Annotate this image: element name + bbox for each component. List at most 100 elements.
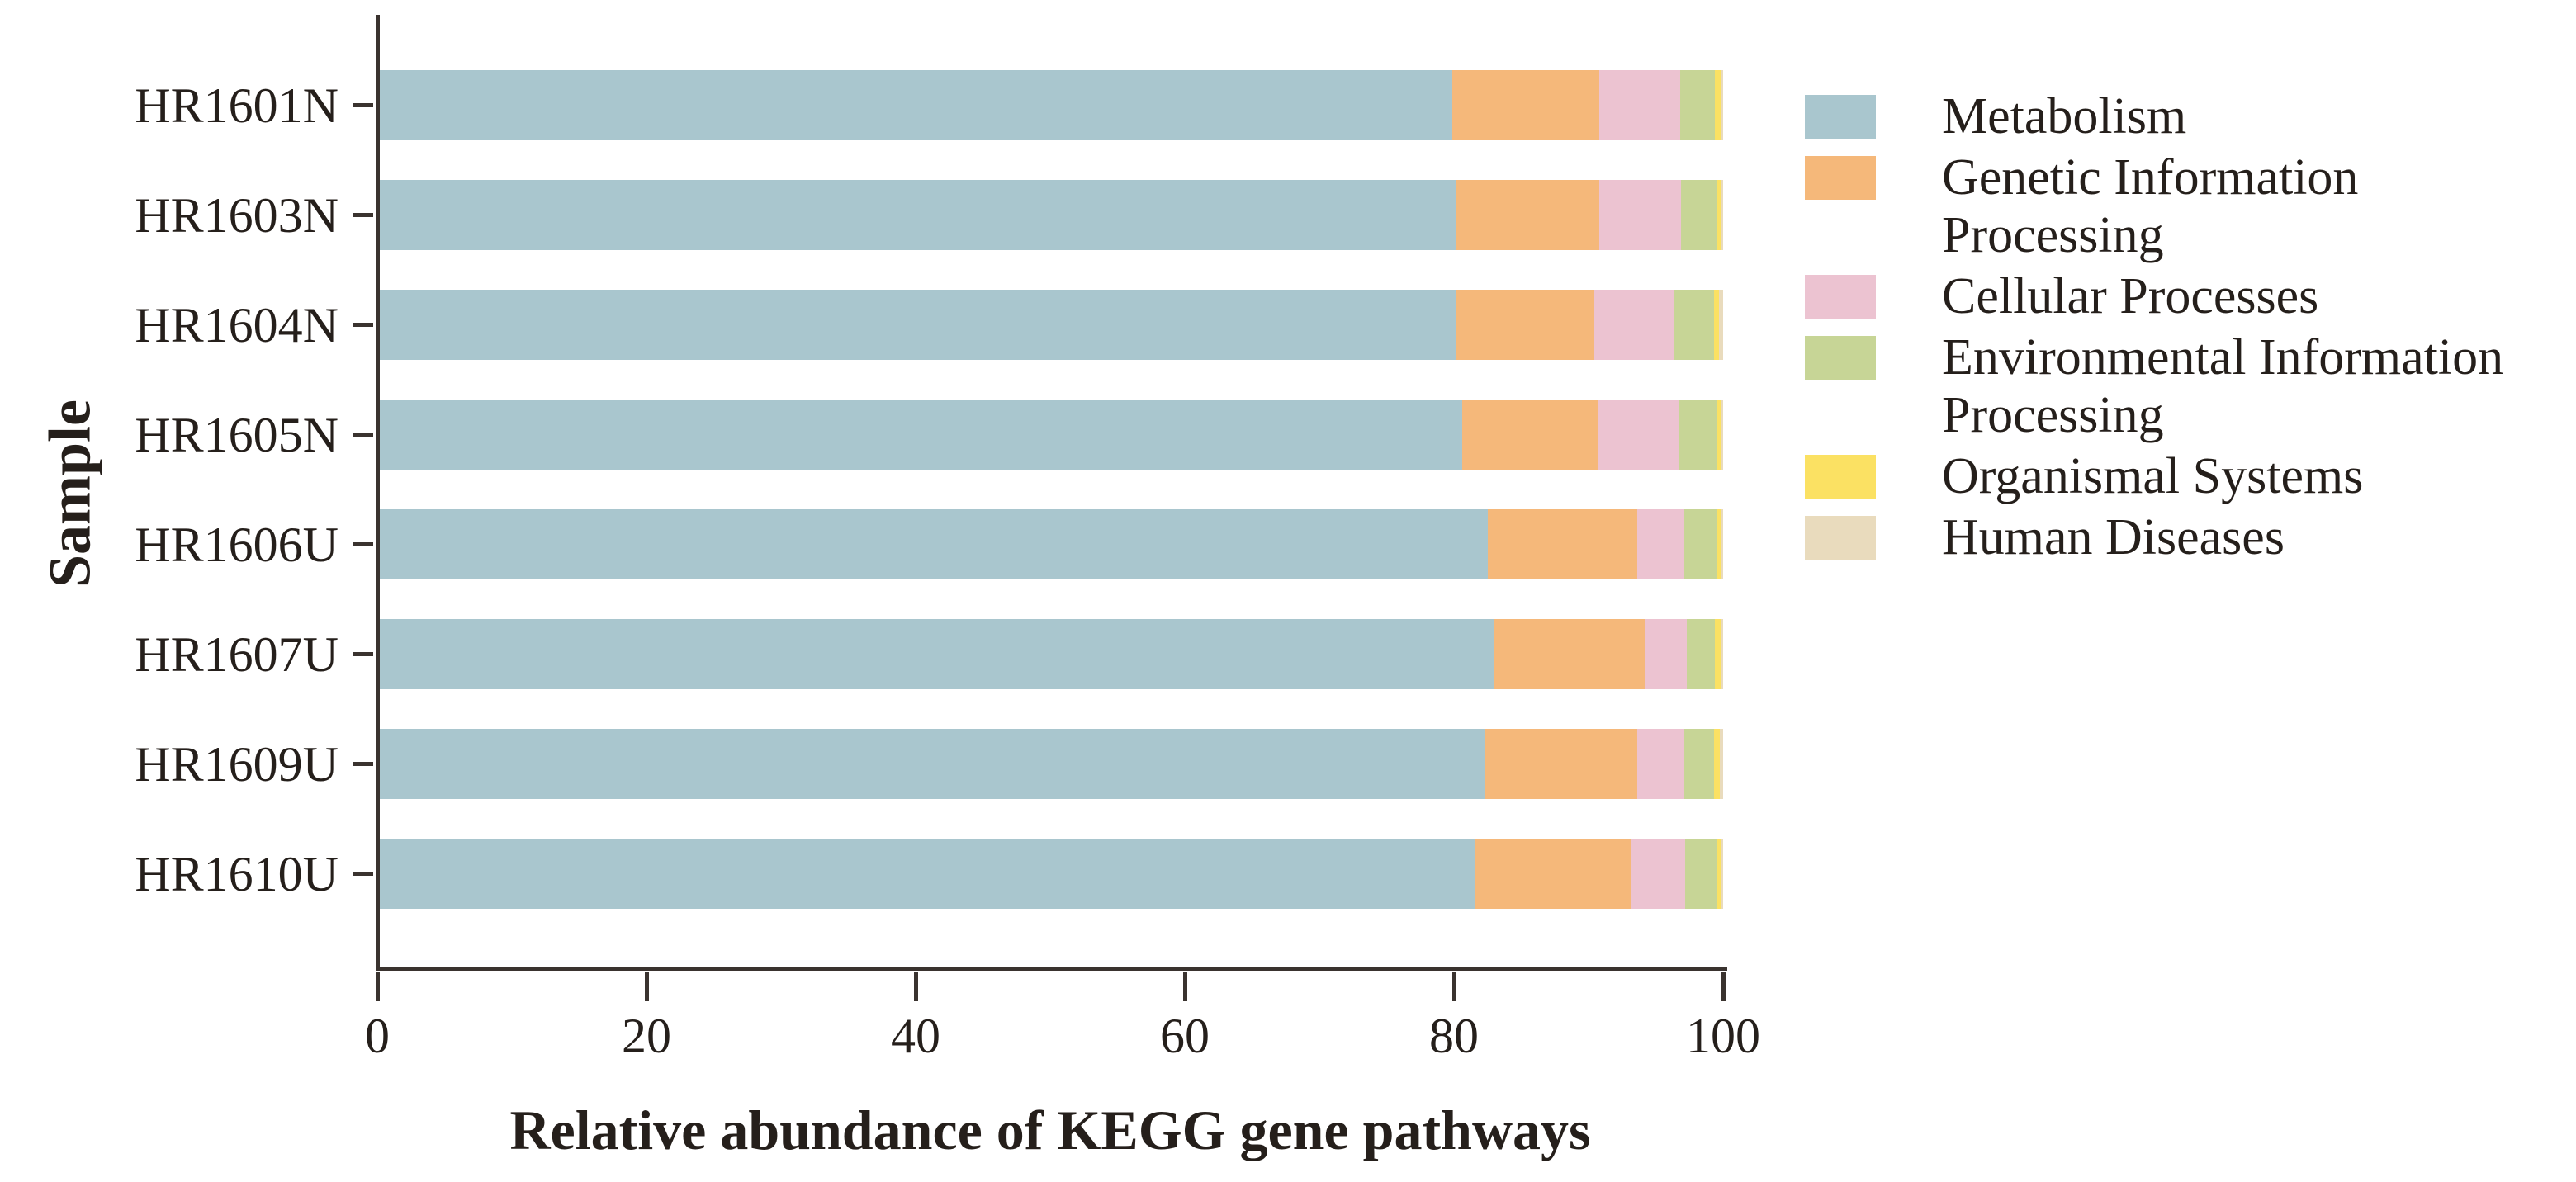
x-axis-title: Relative abundance of KEGG gene pathways <box>509 1099 1591 1161</box>
bar-segment-organismal-systems <box>1717 839 1722 909</box>
legend-item-organismal-systems: Organismal Systems <box>1805 447 2576 505</box>
bar-segment-genetic-information-processing <box>1461 400 1598 470</box>
y-tick-label: HR1605N <box>135 407 339 462</box>
bar-segment-metabolism <box>377 180 1456 250</box>
bar-segment-environmental-information-processing <box>1683 729 1714 799</box>
legend-item-cellular-processes: Cellular Processes <box>1805 267 2576 325</box>
legend-label: Organismal Systems <box>1942 448 2364 504</box>
bar-segment-environmental-information-processing <box>1679 70 1716 140</box>
bar-segment-organismal-systems <box>1715 619 1721 689</box>
bar-segment-metabolism <box>377 290 1457 360</box>
bar-segment-cellular-processes <box>1593 290 1675 360</box>
legend-swatch <box>1805 95 1876 139</box>
bar-segment-metabolism <box>377 619 1494 689</box>
bar-segment-cellular-processes <box>1630 839 1686 909</box>
x-tick-label: 100 <box>1686 1009 1760 1063</box>
legend-label: Human Diseases <box>1942 509 2285 565</box>
legend-item-metabolism: Metabolism <box>1805 87 2576 145</box>
y-tick-label: HR1604N <box>135 297 339 352</box>
x-tick-label: 40 <box>891 1009 940 1063</box>
legend: Metabolism Genetic Information Processing… <box>1805 87 2576 570</box>
bar-segment-genetic-information-processing <box>1455 180 1600 250</box>
bar-segment-cellular-processes <box>1636 509 1684 579</box>
bar-segment-organismal-systems <box>1713 290 1720 360</box>
bar-segment-organismal-systems <box>1717 180 1722 250</box>
y-tick-label: HR1609U <box>135 736 339 792</box>
x-tick <box>913 972 918 1001</box>
bar-segment-cellular-processes <box>1598 400 1679 470</box>
y-tick <box>353 762 373 766</box>
legend-label: Genetic Information Processing <box>1942 149 2359 263</box>
legend-swatch <box>1805 516 1876 560</box>
bar-segment-cellular-processes <box>1599 70 1680 140</box>
y-tick <box>353 213 373 217</box>
bar-segment-genetic-information-processing <box>1487 509 1637 579</box>
legend-label: Cellular Processes <box>1942 268 2319 324</box>
bar-segment-metabolism <box>377 839 1476 909</box>
bar-segment-metabolism <box>377 70 1453 140</box>
legend-item-environmental-information-processing: Environmental Information Processing <box>1805 329 2576 444</box>
x-tick-label: 60 <box>1160 1009 1210 1063</box>
bar-segment-metabolism <box>377 729 1485 799</box>
bar-row-hr1603n <box>377 180 1723 250</box>
bar-segment-environmental-information-processing <box>1679 400 1718 470</box>
bar-segment-organismal-systems <box>1717 509 1722 579</box>
y-tick-label: HR1603N <box>135 187 339 243</box>
legend-item-genetic-information-processing: Genetic Information Processing <box>1805 149 2576 264</box>
bar-segment-genetic-information-processing <box>1456 290 1594 360</box>
x-tick <box>375 972 380 1001</box>
x-tick-label: 20 <box>622 1009 671 1063</box>
y-tick-label: HR1610U <box>135 846 339 901</box>
bar-segment-cellular-processes <box>1645 619 1687 689</box>
bar-segment-human-diseases <box>1719 290 1723 360</box>
y-tick <box>353 103 373 107</box>
y-tick-label: HR1607U <box>135 626 339 682</box>
bar-segment-human-diseases <box>1721 839 1723 909</box>
bar-segment-cellular-processes <box>1636 729 1684 799</box>
bar-segment-metabolism <box>377 509 1488 579</box>
plot-area <box>353 17 1726 1001</box>
y-tick <box>353 433 373 437</box>
bar-segment-genetic-information-processing <box>1452 70 1600 140</box>
bar-segment-organismal-systems <box>1717 400 1722 470</box>
x-tick <box>1451 972 1456 1001</box>
bar-segment-human-diseases <box>1721 509 1723 579</box>
legend-label: Environmental Information Processing <box>1942 329 2504 443</box>
bar-segment-cellular-processes <box>1599 180 1682 250</box>
y-axis-line <box>376 15 380 971</box>
legend-swatch <box>1805 156 1876 200</box>
bar-segment-environmental-information-processing <box>1683 509 1718 579</box>
bar-row-hr1609u <box>377 729 1723 799</box>
x-tick <box>644 972 649 1001</box>
legend-swatch <box>1805 336 1876 380</box>
y-tick <box>353 323 373 327</box>
bar-row-hr1606u <box>377 509 1723 579</box>
bar-row-hr1601n <box>377 70 1723 140</box>
bar-row-hr1610u <box>377 839 1723 909</box>
y-tick <box>353 872 373 876</box>
bar-segment-environmental-information-processing <box>1681 180 1718 250</box>
bar-row-hr1605n <box>377 400 1723 470</box>
x-tick <box>1182 972 1187 1001</box>
bar-segment-human-diseases <box>1721 70 1723 140</box>
x-axis-line <box>376 967 1727 971</box>
bar-row-hr1607u <box>377 619 1723 689</box>
x-tick-label: 0 <box>365 1009 390 1063</box>
y-tick <box>353 652 373 656</box>
bar-segment-organismal-systems <box>1715 70 1721 140</box>
x-tick <box>1721 972 1726 1001</box>
y-tick-label: HR1606U <box>135 517 339 572</box>
legend-swatch <box>1805 275 1876 319</box>
bar-segment-organismal-systems <box>1713 729 1720 799</box>
bar-segment-metabolism <box>377 400 1462 470</box>
y-tick <box>353 542 373 546</box>
bar-row-hr1604n <box>377 290 1723 360</box>
bar-segment-environmental-information-processing <box>1674 290 1714 360</box>
bar-segment-human-diseases <box>1719 729 1723 799</box>
bar-segment-human-diseases <box>1720 619 1723 689</box>
x-tick-label: 80 <box>1429 1009 1479 1063</box>
bar-segment-human-diseases <box>1721 400 1723 470</box>
bar-segment-genetic-information-processing <box>1475 839 1631 909</box>
y-tick-label: HR1601N <box>135 78 339 133</box>
